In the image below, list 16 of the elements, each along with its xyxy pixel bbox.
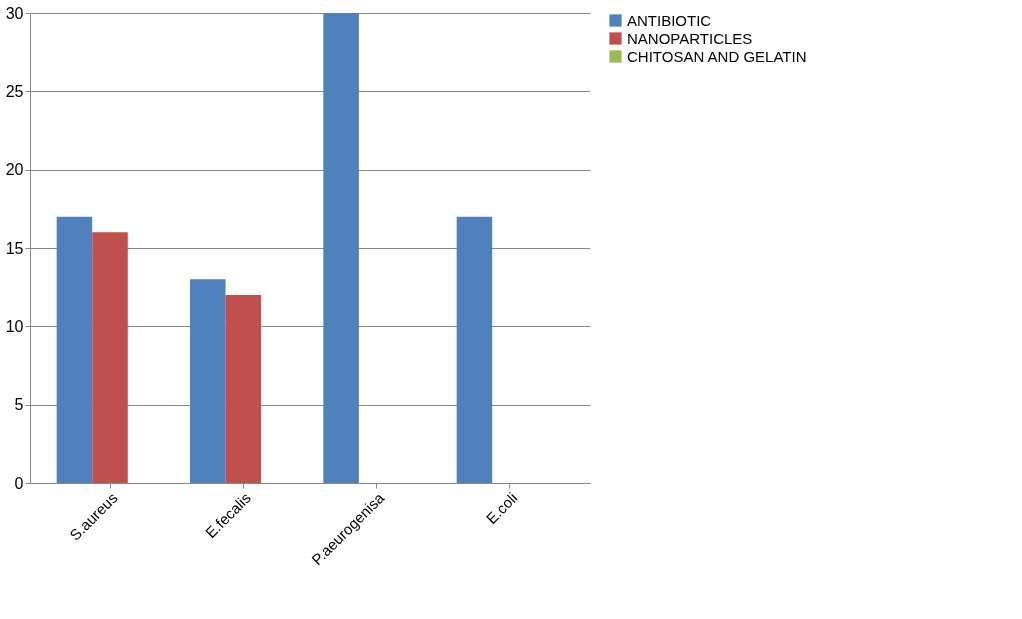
bar [92, 232, 128, 483]
bar [225, 295, 262, 483]
bar [56, 216, 93, 483]
legend-label: NANOPARTICLES [627, 29, 753, 47]
y-tick-label: 5 [14, 396, 24, 414]
bar [190, 279, 226, 483]
legend-label: ANTIBIOTIC [627, 11, 712, 29]
y-tick-label: 15 [5, 239, 24, 257]
bar [323, 13, 359, 483]
y-tick-label: 30 [5, 4, 24, 22]
y-tick-label: 20 [5, 161, 24, 179]
y-tick-label: 25 [5, 82, 24, 100]
bar [456, 216, 493, 483]
y-tick-label: 10 [5, 317, 24, 335]
y-tick-label: 0 [14, 474, 24, 492]
legend-label: CHITOSAN AND GELATIN [627, 47, 807, 65]
